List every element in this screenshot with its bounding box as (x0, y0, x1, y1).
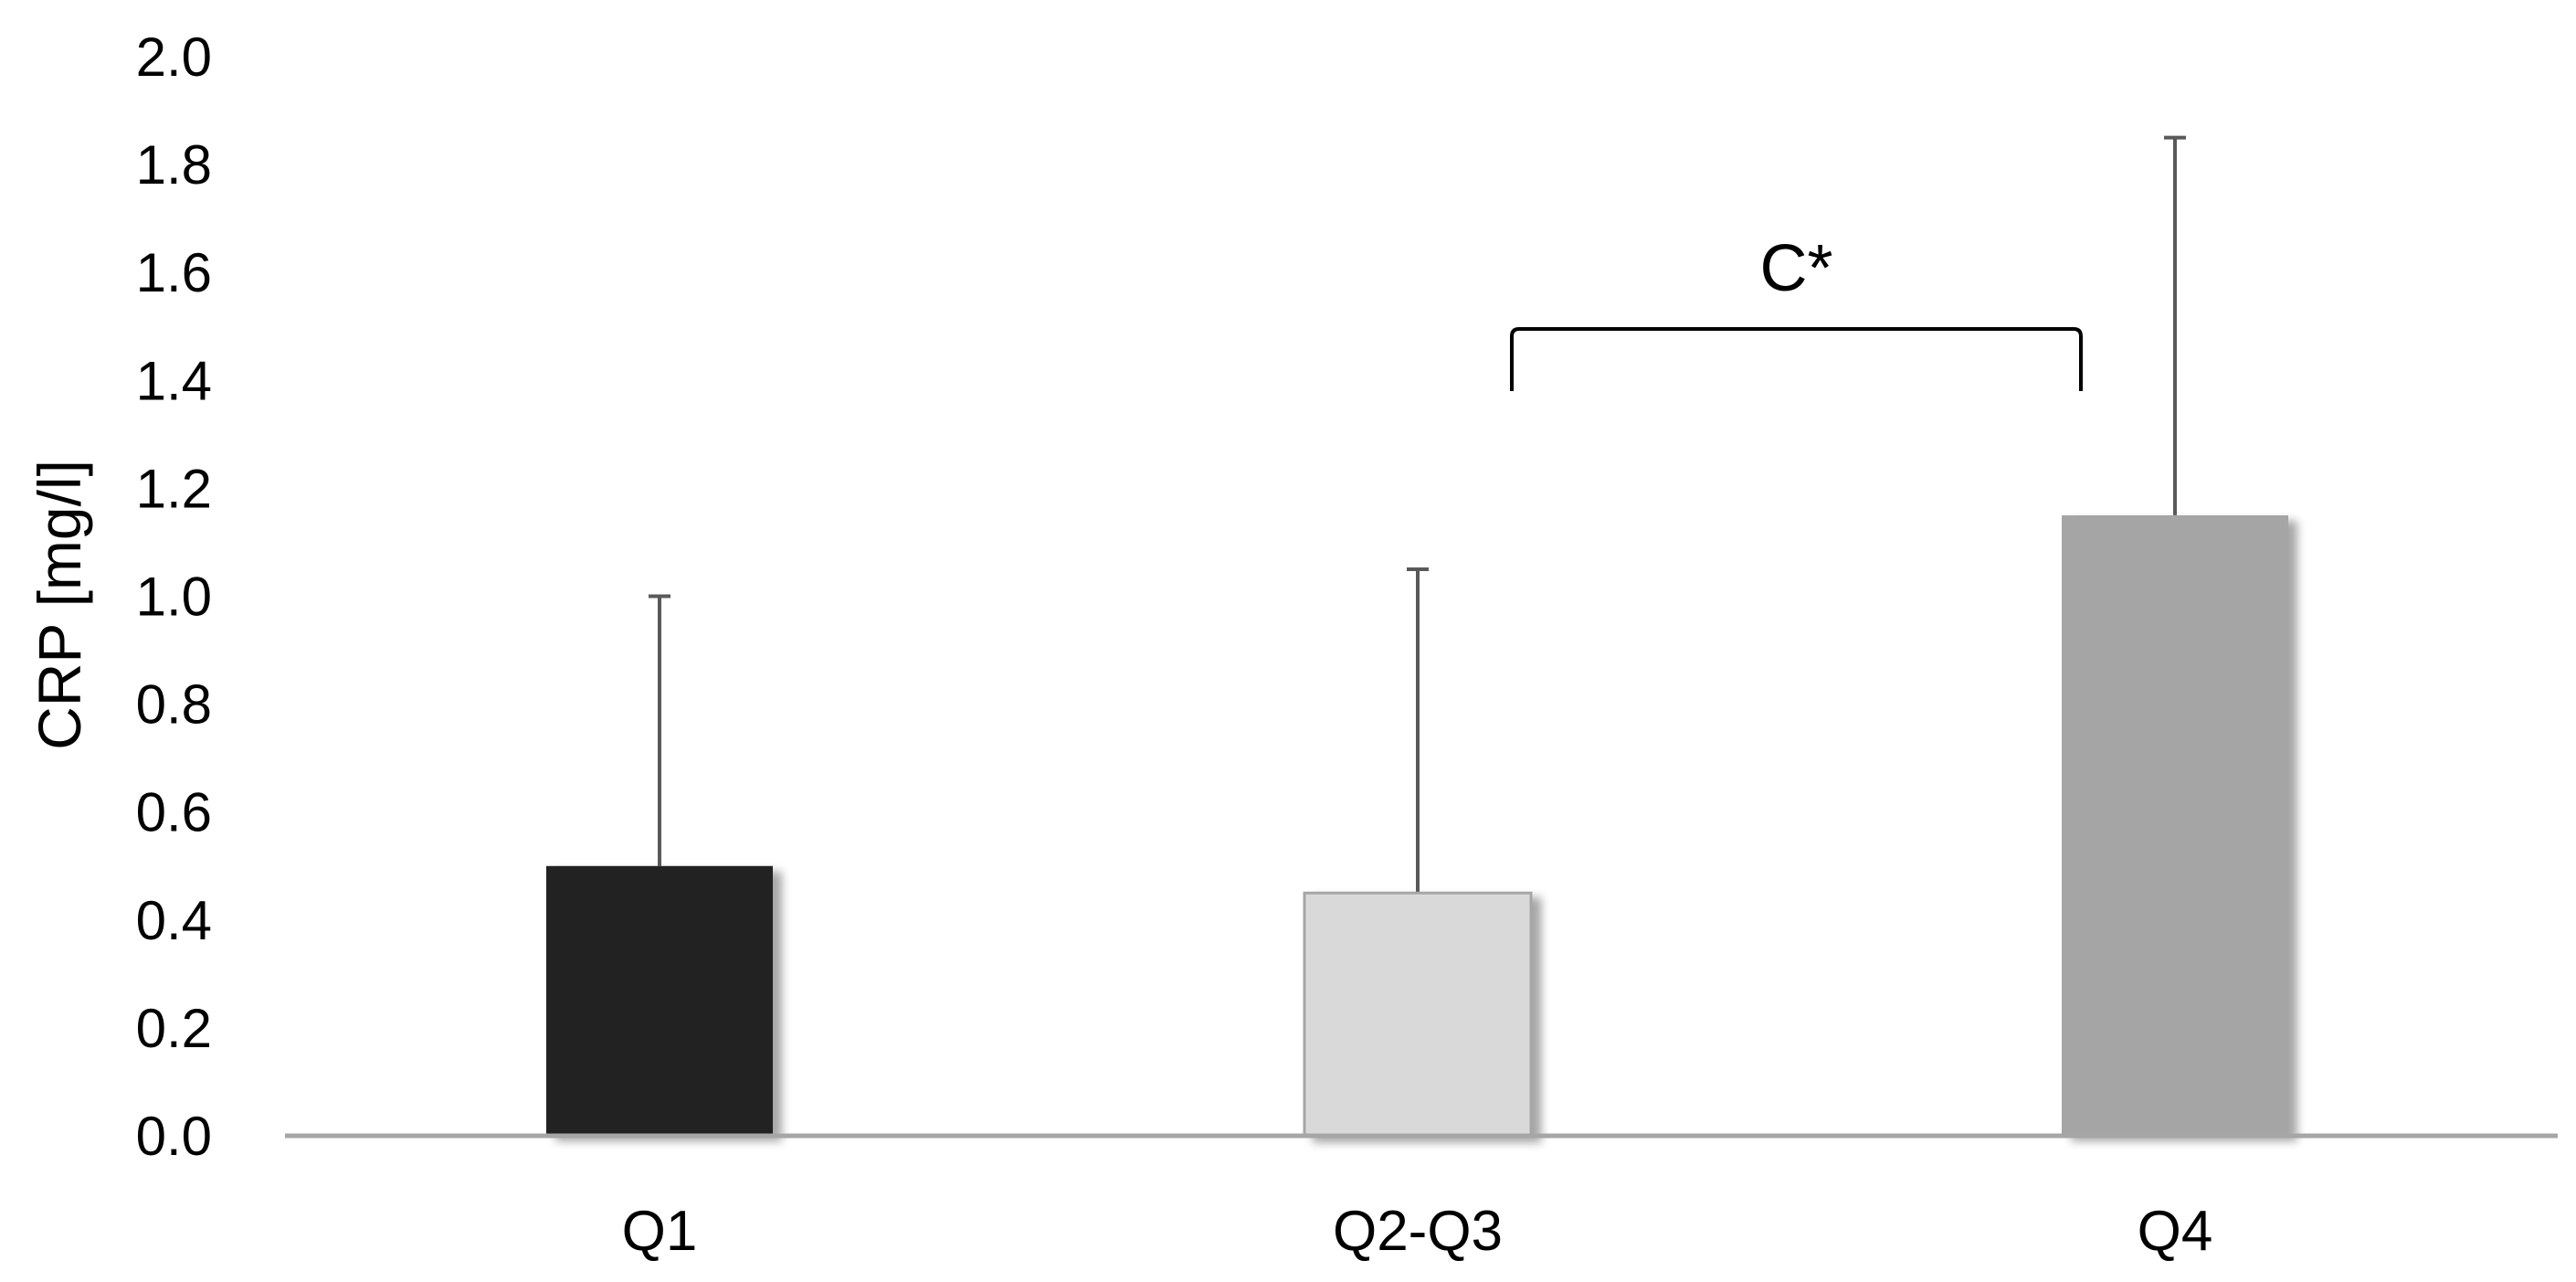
bars (546, 514, 2288, 1138)
error-bar (1407, 567, 1429, 894)
y-axis-ticks: 0.0 0.2 0.4 0.6 0.8 1.0 1.2 1.4 1.6 1.8 2.0 (136, 26, 212, 1167)
error-bar (2164, 135, 2186, 515)
y-tick-label: 1.8 (136, 134, 212, 196)
error-bars (649, 135, 2186, 894)
bar (1303, 891, 1533, 1138)
bar (2062, 514, 2288, 1136)
error-bar (649, 594, 670, 866)
y-tick-label: 1.0 (136, 567, 212, 628)
x-axis-labels: Q1 Q2-Q3 Q4 (622, 1200, 2213, 1263)
significance-bracket (1510, 327, 2083, 391)
y-axis-title: CRP [mg/l] (26, 460, 93, 750)
y-tick-label: 1.2 (136, 458, 212, 519)
y-tick-label: 0.2 (136, 998, 212, 1059)
y-tick-label: 0.4 (136, 890, 212, 951)
annotations: C* (1510, 232, 2083, 391)
y-tick-label: 0.8 (136, 674, 212, 736)
y-tick-label: 1.6 (136, 242, 212, 303)
y-tick-label: 1.4 (136, 350, 212, 411)
x-tick-label: Q1 (622, 1200, 698, 1263)
x-tick-label: Q4 (2138, 1200, 2213, 1263)
y-tick-label: 2.0 (136, 26, 212, 88)
y-tick-label: 0.6 (136, 782, 212, 843)
y-tick-label: 0.0 (136, 1106, 212, 1167)
significance-label: C* (1759, 232, 1832, 305)
x-tick-label: Q2-Q3 (1333, 1200, 1503, 1263)
bar (546, 865, 773, 1136)
